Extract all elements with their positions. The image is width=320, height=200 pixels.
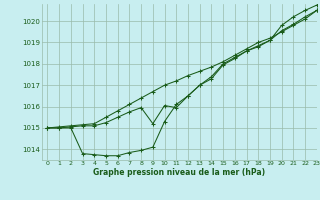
X-axis label: Graphe pression niveau de la mer (hPa): Graphe pression niveau de la mer (hPa) bbox=[93, 168, 265, 177]
